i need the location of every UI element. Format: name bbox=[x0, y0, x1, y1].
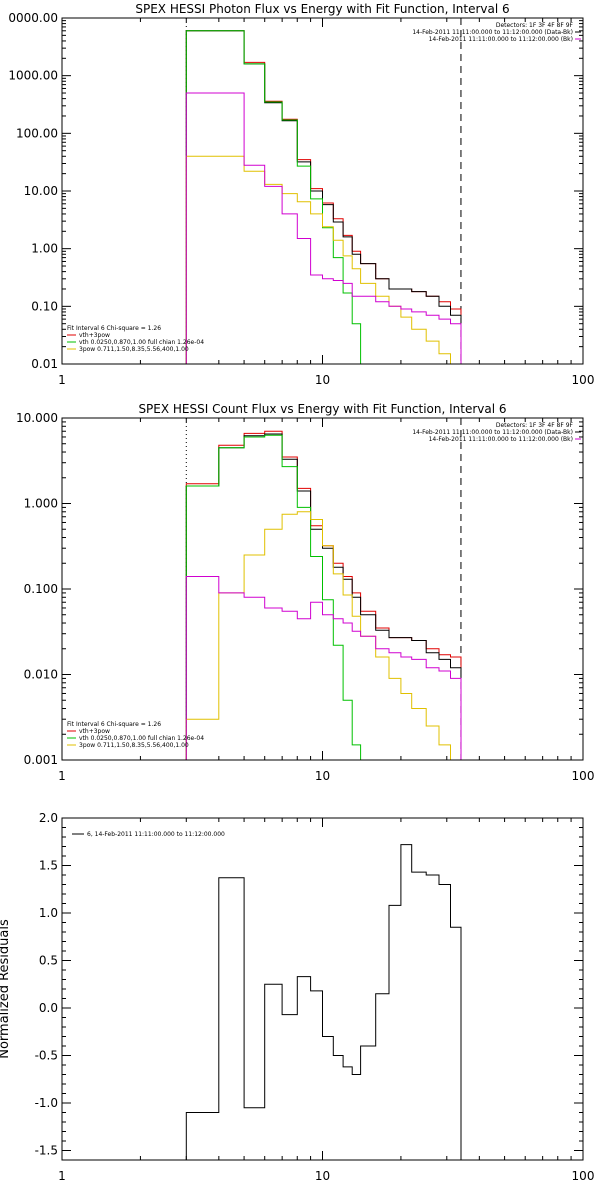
y-tick-label: 0.001 bbox=[24, 753, 58, 767]
series-line-data bbox=[185, 30, 462, 364]
panel-1: SPEX HESSI Photon Flux vs Energy with Fi… bbox=[8, 2, 595, 387]
y-tick-label: 0.100 bbox=[24, 582, 58, 596]
series-group bbox=[185, 30, 462, 364]
x-tick-label: 100 bbox=[572, 373, 595, 387]
series-line-6- bbox=[185, 844, 462, 1160]
legend-label: vth+3pow bbox=[79, 332, 110, 339]
detector-info-line: 14-Feb-2011 11:11:00.000 to 11:12:00.000… bbox=[429, 36, 573, 43]
x-tick-label: 10 bbox=[315, 373, 330, 387]
series-line-background bbox=[185, 576, 462, 760]
panel-3: -1.5 -1.0 -0.5 0.0 0.5 1.0 1.5 2.0 1 10 100 6, 14-F… bbox=[0, 811, 595, 1183]
legend-label: vth 0.0250,0.870,1.00 full chian 1.26e-0… bbox=[79, 735, 204, 742]
y-tick-label: 0.01 bbox=[31, 357, 58, 371]
detector-info-line: 14-Feb-2011 11:11:00.000 to 11:12:00.000… bbox=[429, 436, 573, 443]
plot-frame bbox=[61, 817, 584, 1161]
series-line-background bbox=[185, 92, 462, 364]
detector-info-line: Detectors: 1F 3F 4F 8F 9F bbox=[496, 422, 574, 429]
plot-frame bbox=[61, 417, 584, 761]
y-tick-label: -1.0 bbox=[35, 1096, 58, 1110]
y-tick-label: -1.5 bbox=[35, 1144, 58, 1158]
panel-2: SPEX HESSI Count Flux vs Energy with Fit… bbox=[16, 402, 595, 783]
series-line-3pow bbox=[185, 511, 462, 760]
x-tick-label: 10 bbox=[315, 1169, 330, 1183]
y-axis-label: Normalized Residuals bbox=[0, 919, 12, 1059]
series-group bbox=[185, 844, 462, 1160]
y-tick-label: 1.000 bbox=[24, 497, 58, 511]
y-tick-label: 2.0 bbox=[39, 811, 58, 825]
y-tick-label: 0.10 bbox=[31, 299, 58, 313]
chart-title: SPEX HESSI Photon Flux vs Energy with Fi… bbox=[135, 2, 509, 16]
series-line-data bbox=[185, 433, 462, 760]
y-tick-label: 1.5 bbox=[39, 859, 58, 873]
y-tick-label: 10.000 bbox=[16, 411, 58, 425]
chart-title: SPEX HESSI Count Flux vs Energy with Fit… bbox=[138, 402, 506, 416]
detector-info-line: 14-Feb-2011 11:11:00.000 to 11:12:00.000… bbox=[412, 429, 573, 436]
y-tick-label: 1000.00 bbox=[8, 69, 58, 83]
y-tick-label: 0.0 bbox=[39, 1001, 58, 1015]
series-line-3pow bbox=[185, 155, 462, 364]
residual-legend: 6, 14-Feb-2011 11:11:00.000 to 11:12:00.… bbox=[87, 831, 225, 838]
detector-info-line: Detectors: 1F 3F 4F 8F 9F bbox=[496, 22, 574, 29]
x-tick-label: 100 bbox=[572, 769, 595, 783]
series-line-vth bbox=[185, 30, 362, 364]
legend-label: vth 0.0250,0.870,1.00 full chian 1.26e-0… bbox=[79, 339, 204, 346]
y-tick-label: 1.00 bbox=[31, 242, 58, 256]
y-tick-label: -0.5 bbox=[35, 1049, 58, 1063]
legend-label: vth+3pow bbox=[79, 728, 110, 735]
plot-frame bbox=[61, 17, 584, 365]
series-line-vth-3pow bbox=[185, 430, 462, 760]
fit-chi-square: Fit Interval 6 Chi-square = 1.26 bbox=[67, 325, 161, 332]
y-tick-label: 1.0 bbox=[39, 906, 58, 920]
y-tick-label: 10.00 bbox=[24, 184, 58, 198]
x-tick-label: 1 bbox=[58, 1169, 66, 1183]
y-tick-label: 0.5 bbox=[39, 954, 58, 968]
x-tick-label: 1 bbox=[58, 769, 66, 783]
fit-chi-square: Fit Interval 6 Chi-square = 1.26 bbox=[67, 721, 161, 728]
series-line-vth-3pow bbox=[185, 30, 462, 364]
detector-info-line: 14-Feb-2011 11:11:00.000 to 11:12:00.000… bbox=[412, 29, 573, 36]
y-tick-label: 0.010 bbox=[24, 668, 58, 682]
series-line-vth bbox=[185, 434, 362, 760]
series-group bbox=[185, 430, 462, 760]
legend-label: 3pow 0.711,1.50,8.35,5.56,400,1.00 bbox=[79, 742, 189, 749]
y-tick-label: 100.00 bbox=[16, 126, 58, 140]
x-tick-label: 100 bbox=[572, 1169, 595, 1183]
y-tick-label: 0000.00 bbox=[8, 11, 58, 25]
x-tick-label: 1 bbox=[58, 373, 66, 387]
x-tick-label: 10 bbox=[315, 769, 330, 783]
legend-label: 3pow 0.711,1.50,8.35,5.56,400,1.00 bbox=[79, 346, 189, 353]
